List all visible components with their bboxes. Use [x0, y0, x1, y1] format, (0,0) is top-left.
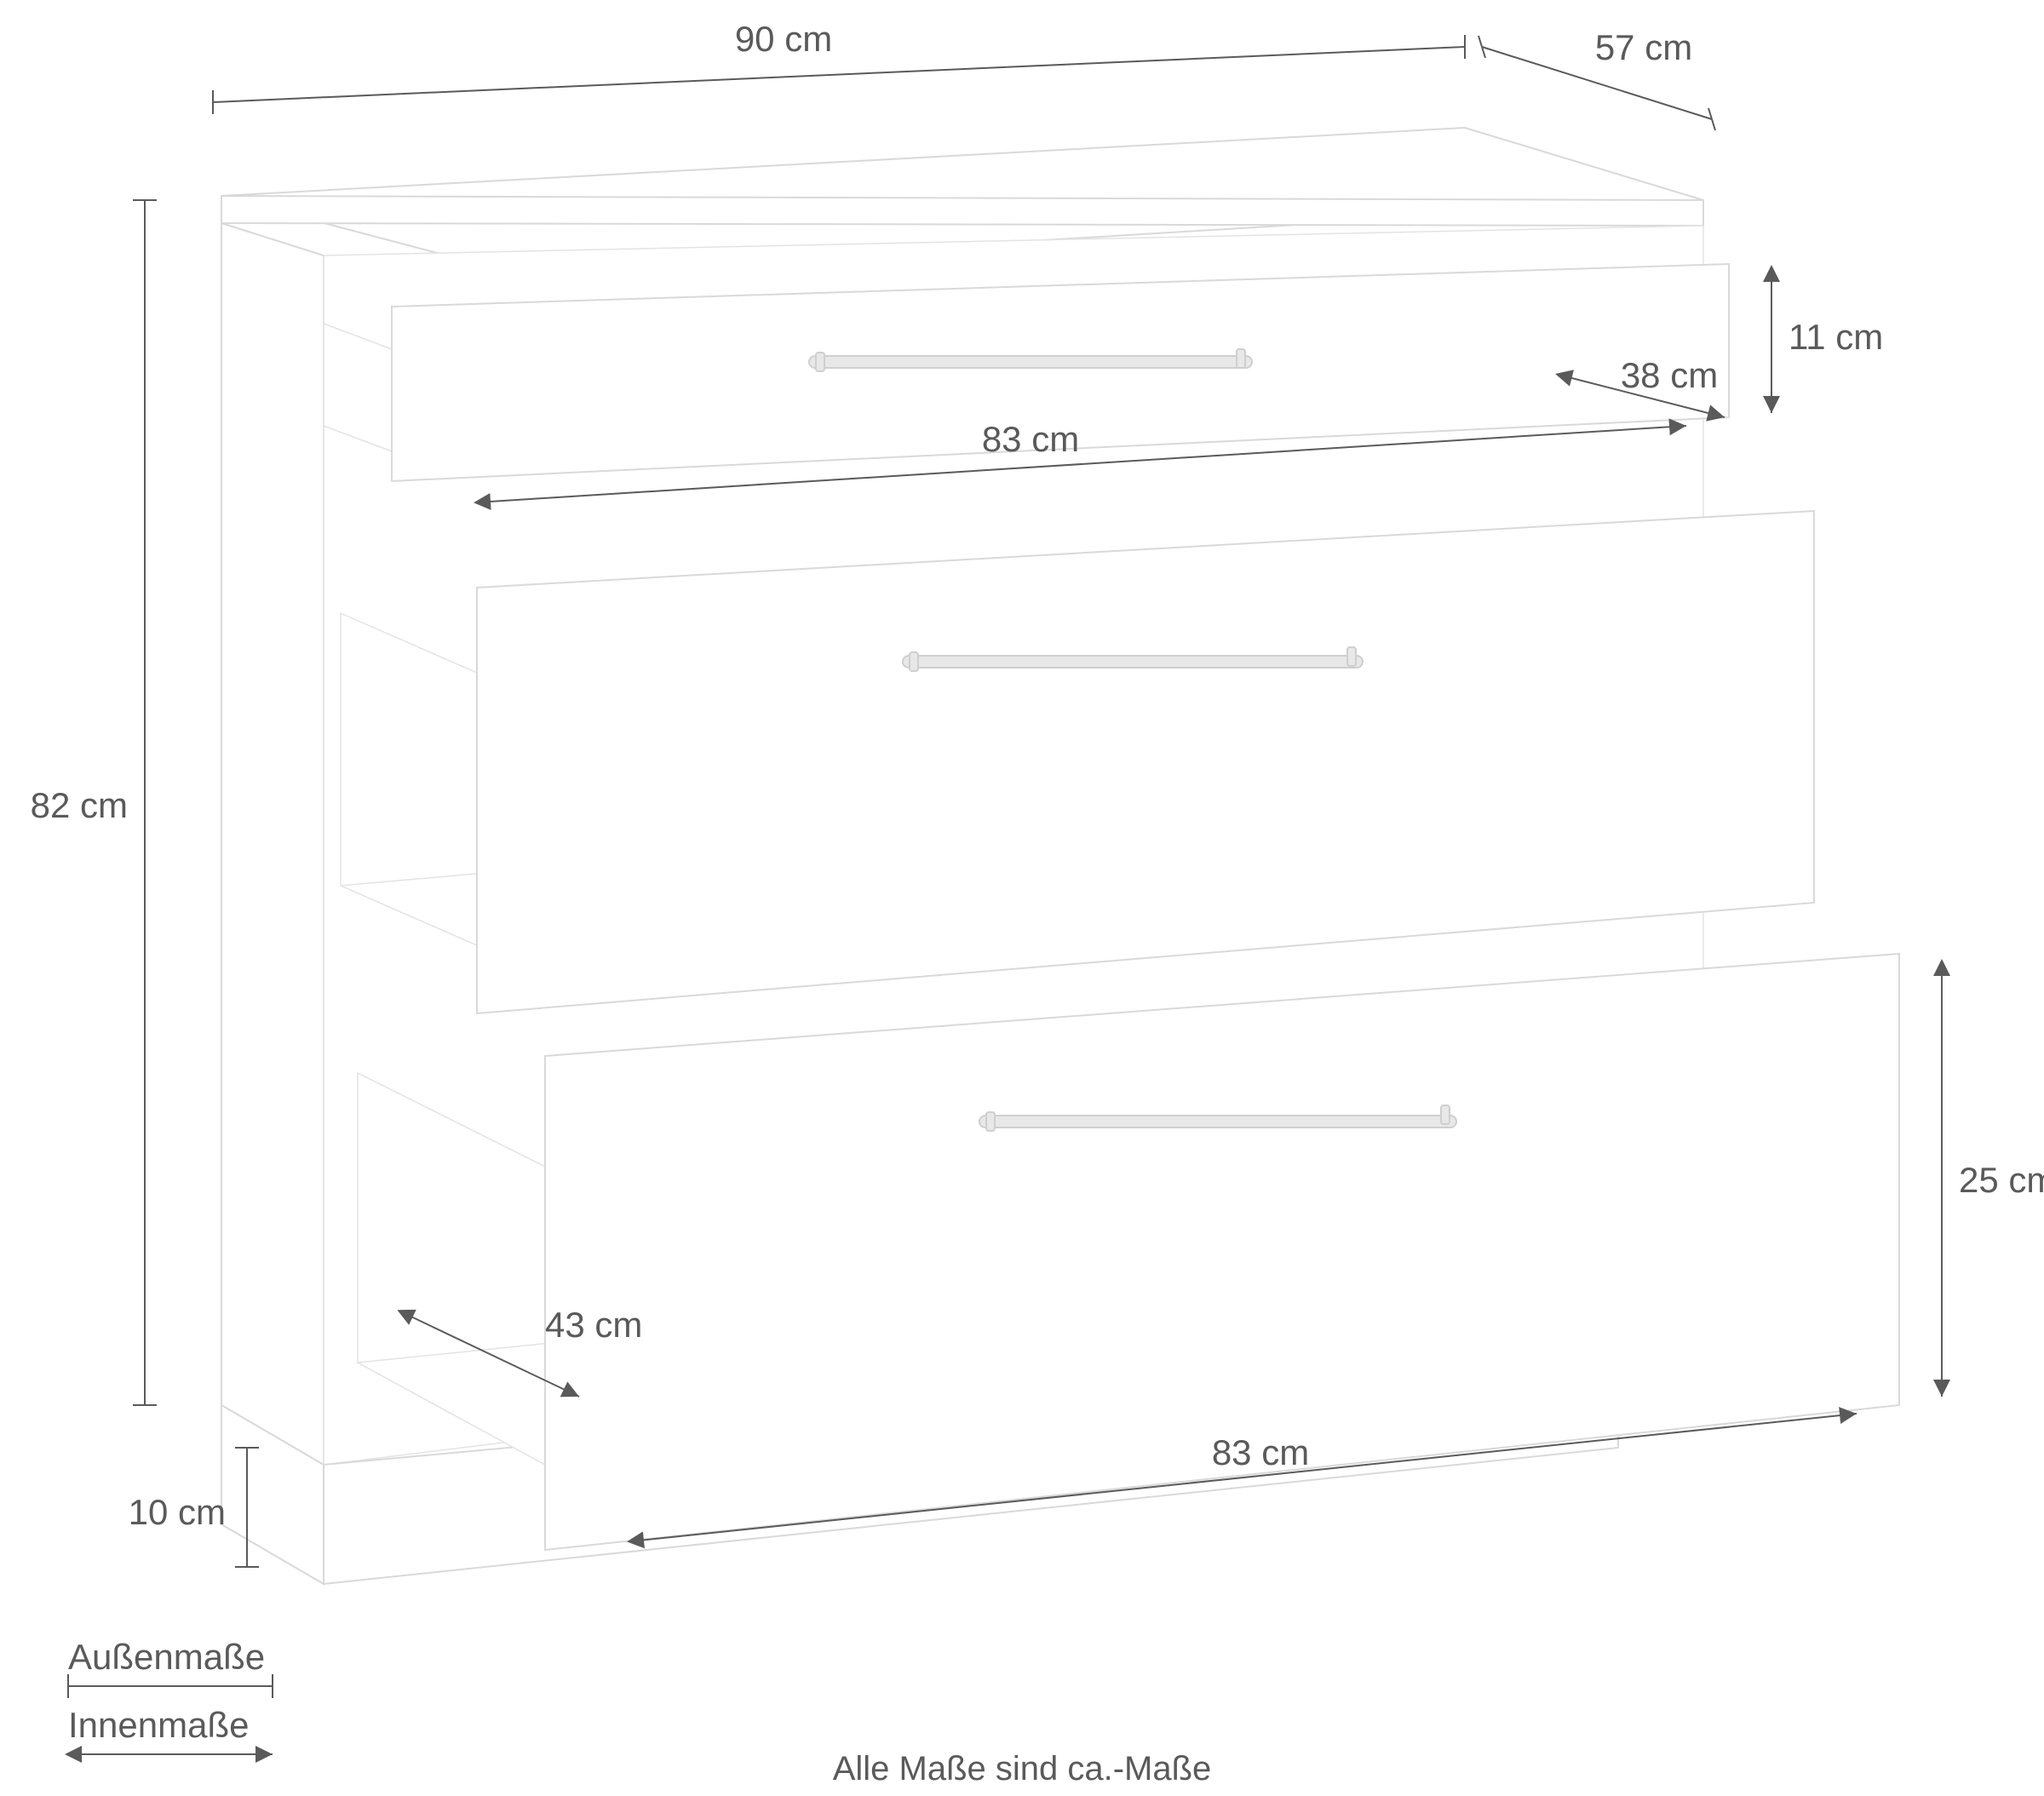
dim-width-top: 90 cm — [213, 19, 1465, 114]
legend: Außenmaße Innenmaße — [68, 1637, 273, 1754]
dim-drawer3-height: 25 cm — [1942, 962, 2044, 1397]
dim-drawer1-height-label: 11 cm — [1788, 317, 1883, 357]
cabinet-top-edge — [221, 196, 1703, 226]
dim-depth-top-label: 57 cm — [1595, 27, 1692, 67]
dim-drawer1-width-label: 83 cm — [982, 419, 1079, 459]
dim-height-left-label: 82 cm — [31, 785, 128, 825]
legend-outer-label: Außenmaße — [68, 1637, 265, 1677]
dim-drawer1-depth-label: 38 cm — [1621, 355, 1718, 395]
dim-drawer3-width-label: 83 cm — [1212, 1432, 1309, 1472]
legend-inner-label: Innenmaße — [68, 1705, 249, 1745]
dim-height-left: 82 cm — [31, 200, 157, 1405]
dim-plinth-left-label: 10 cm — [129, 1492, 226, 1532]
dim-drawer3-height-label: 25 cm — [1959, 1160, 2044, 1200]
footer-note: Alle Maße sind ca.-Maße — [833, 1750, 1212, 1787]
dim-drawer3-depth-label: 43 cm — [545, 1305, 642, 1345]
cabinet-left-side — [221, 223, 324, 1465]
dim-width-top-label: 90 cm — [735, 19, 832, 59]
dim-depth-top: 57 cm — [1478, 27, 1715, 130]
dimension-diagram: 90 cm 57 cm 82 cm 10 cm 11 cm 3 — [0, 0, 2044, 1796]
dim-drawer1-height: 11 cm — [1771, 268, 1883, 413]
